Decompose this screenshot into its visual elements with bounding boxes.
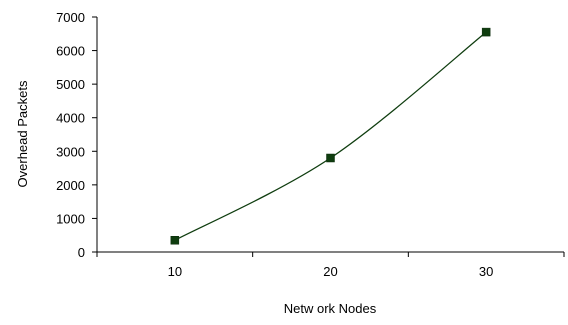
y-tick-label: 6000	[56, 44, 85, 59]
y-tick-label: 4000	[56, 111, 85, 126]
x-axis-title: Netw ork Nodes	[284, 301, 377, 316]
y-tick-label: 5000	[56, 77, 85, 92]
y-tick-label: 7000	[56, 10, 85, 25]
data-point-marker	[326, 153, 335, 163]
data-point-marker	[170, 236, 180, 245]
y-tick-label: 3000	[56, 144, 85, 159]
y-tick-label: 0	[78, 245, 85, 260]
y-tick-label: 1000	[56, 211, 85, 226]
x-tick-label: 30	[479, 264, 493, 279]
x-tick-label: 20	[323, 264, 337, 279]
y-axis-title: Overhead Packets	[15, 80, 30, 187]
x-tick-label: 10	[168, 264, 182, 279]
axes: 0 1000 2000 3000 4000 5000 6000 7000 10 20 30	[56, 10, 565, 279]
series-layer	[170, 27, 491, 245]
y-tick-label: 2000	[56, 178, 85, 193]
data-point-marker	[481, 27, 491, 37]
series-line	[174, 31, 487, 241]
